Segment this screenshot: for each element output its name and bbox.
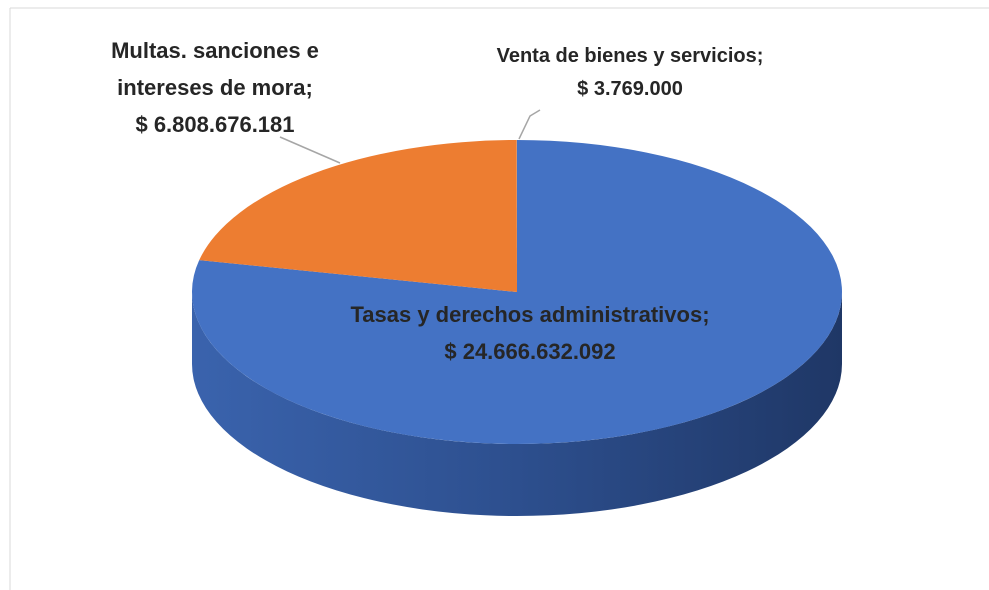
slice-side (192, 292, 842, 516)
data-label: Multas. sanciones e intereses de mora; $… (80, 32, 350, 143)
slice (192, 140, 843, 445)
value-label: $ 3.769.000 (577, 78, 683, 100)
data-label: Tasas y derechos administrativos; $ 24.6… (300, 296, 760, 370)
data-label: Venta de bienes y servicios; $ 3.769.000 (450, 40, 810, 106)
value-label: $ 6.808.676.181 (135, 112, 295, 137)
pie (192, 140, 843, 516)
leader-line (518, 109, 541, 140)
category-label: Venta de bienes y servicios; (496, 45, 764, 67)
slice (199, 140, 517, 292)
category-label: Tasas y derechos administrativos; (350, 302, 710, 327)
category-label: Multas. sanciones e intereses de mora; (111, 38, 319, 100)
leader-line (279, 136, 341, 164)
value-label: $ 24.666.632.092 (444, 339, 616, 364)
